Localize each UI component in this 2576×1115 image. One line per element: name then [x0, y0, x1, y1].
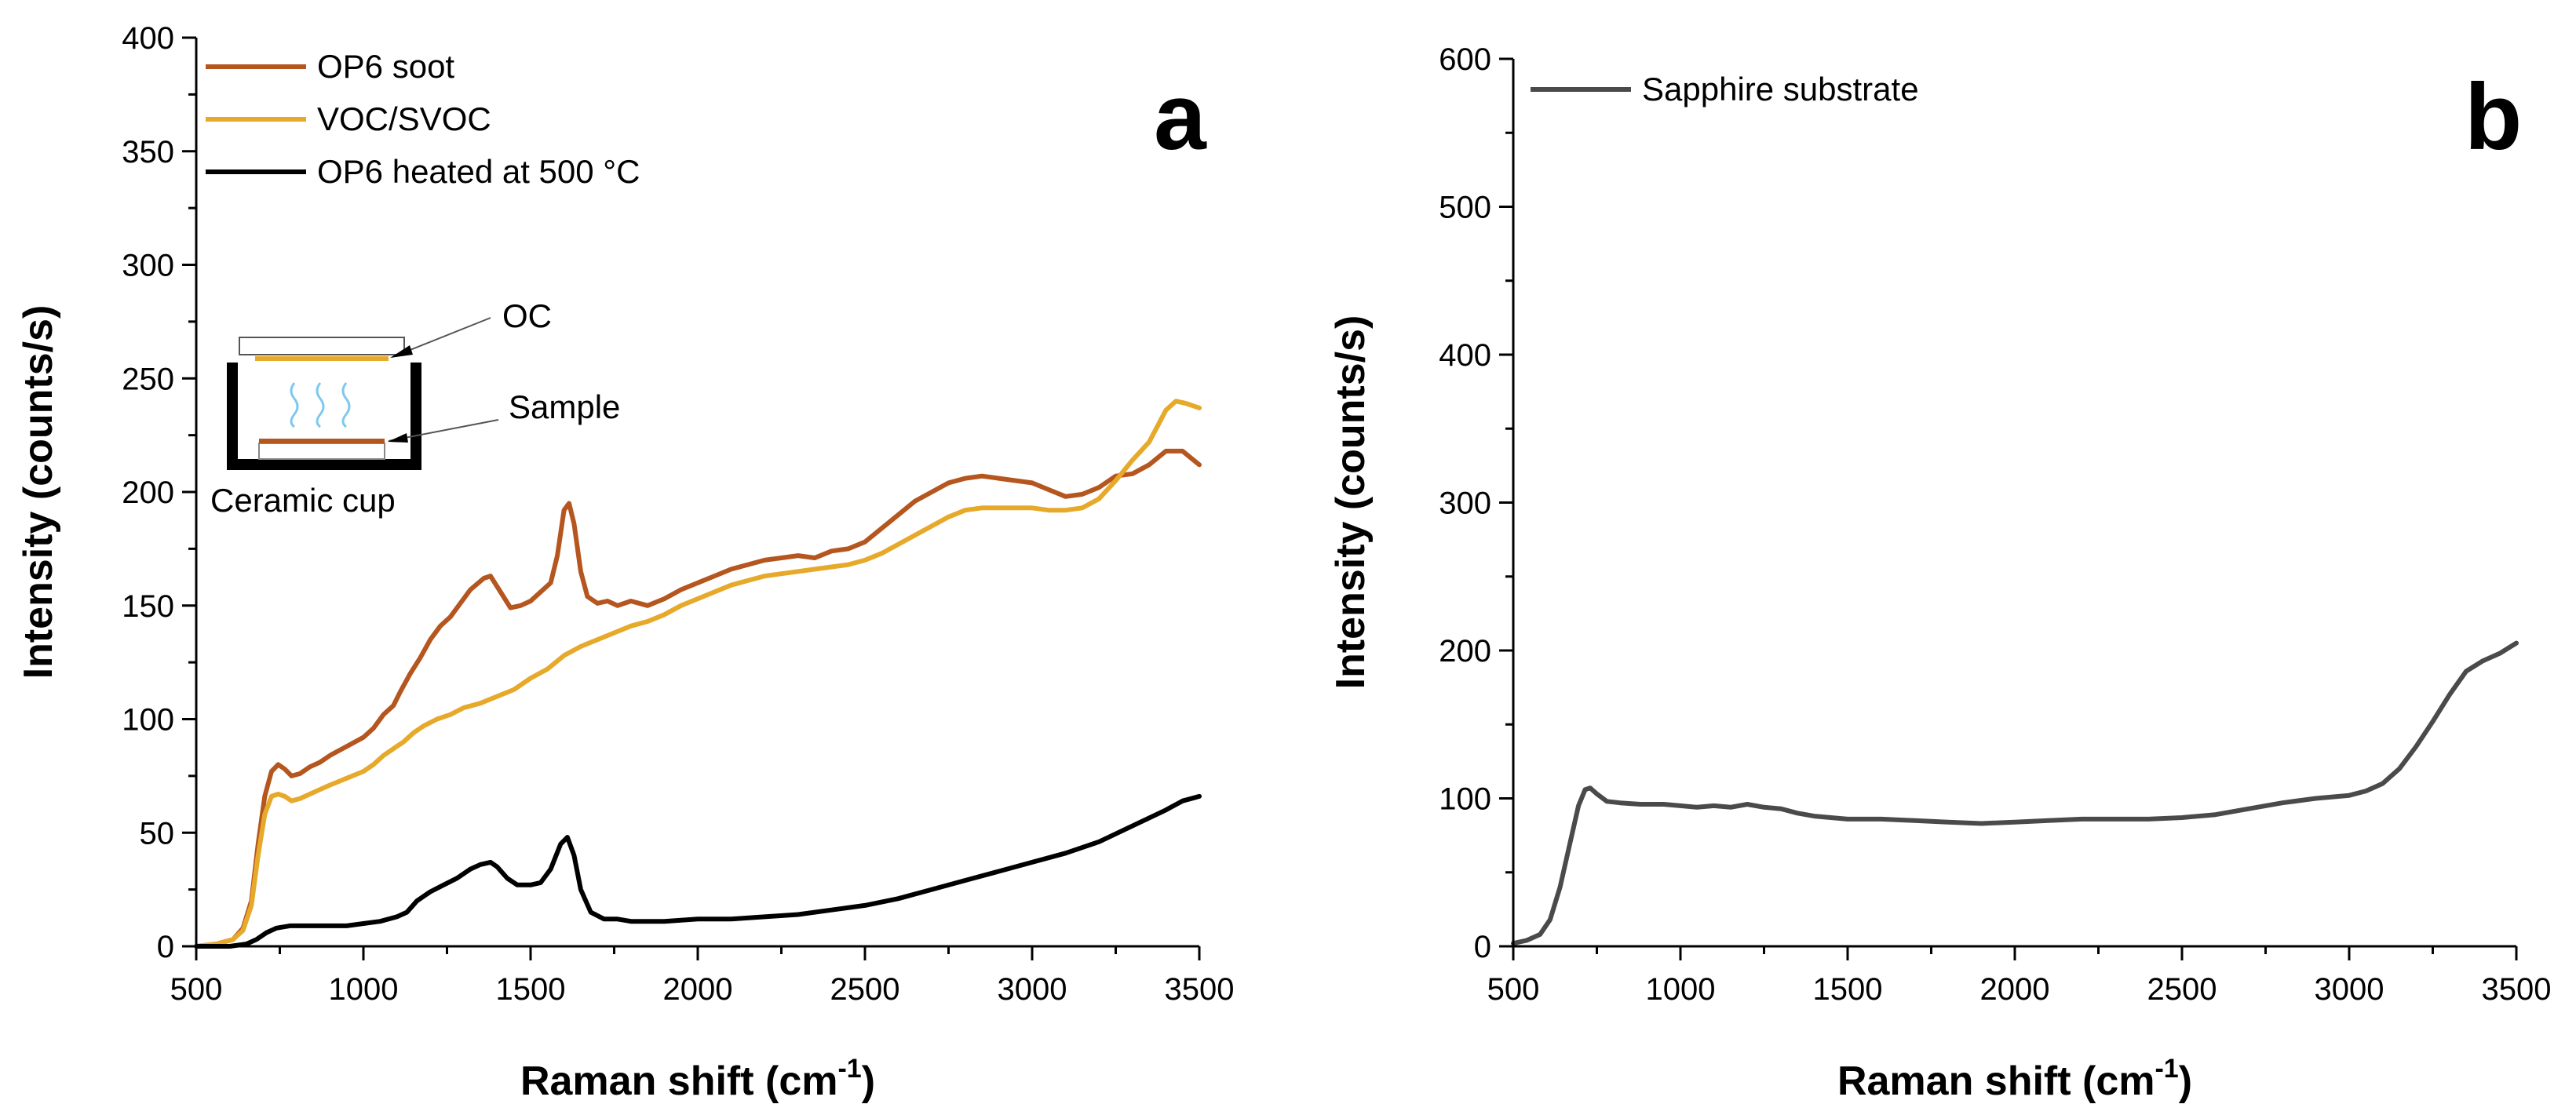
panel-a-axes: 500 1000 1500 2000 2500 3000 3500 0 50 100 150 200 2… [122, 21, 1234, 1007]
inset-sample-holder [258, 443, 385, 460]
panel-a-chart: 500 1000 1500 2000 2500 3000 3500 0 50 100 150 200 2… [16, 21, 1234, 1104]
panel-a-y-tick-label: 300 [122, 249, 174, 283]
sample-pointer-arrow-icon [388, 433, 408, 443]
panel-b-y-axis-title: Intensity (counts/s) [1328, 315, 1374, 690]
panel-a-x-tick-label: 1500 [496, 972, 566, 1007]
panel-a-y-tick-label: 0 [157, 930, 174, 964]
legend-label-voc-svoc: VOC/SVOC [317, 100, 491, 137]
panel-a-x-tick-label: 3500 [1165, 972, 1235, 1007]
ceramic-cup-inset: OC Sample Ceramic cup [210, 297, 620, 519]
panel-a-y-tick-label: 50 [140, 816, 175, 851]
panel-b-y-tick-label: 500 [1439, 191, 1491, 225]
panel-b-x-tick-label: 2500 [2147, 972, 2217, 1007]
panel-a-x-axis-title: Raman shift (cm-1) [520, 1054, 875, 1104]
panel-a-x-tick-label: 3000 [998, 972, 1067, 1007]
panel-a-x-tick-label: 2000 [663, 972, 733, 1007]
panel-a-x-tick-label: 2500 [830, 972, 900, 1007]
panel-a-y-tick-label: 350 [122, 135, 174, 169]
panel-b-y-tick-label: 100 [1439, 782, 1491, 817]
panel-a-y-tick-label: 150 [122, 589, 174, 624]
panel-a-x-title-main: Raman shift (cm [520, 1059, 838, 1104]
panel-b-x-axis-title: Raman shift (cm-1) [1837, 1054, 2192, 1104]
panel-b-x-title-sup: -1 [2155, 1054, 2178, 1084]
oc-pointer-arrow-icon [390, 345, 413, 358]
panel-b-x-tick-label: 1000 [1646, 972, 1716, 1007]
legend-label-sapphire: Sapphire substrate [1642, 71, 1919, 107]
panel-a-x-title-end: ) [862, 1059, 875, 1104]
panel-b-x-title-main: Raman shift (cm [1837, 1059, 2155, 1104]
inset-sample-label: Sample [509, 388, 620, 425]
panel-a-series-line-1 [194, 399, 1202, 949]
panel-a-series-line-2 [194, 793, 1202, 949]
panel-b-x-title-end: ) [2179, 1059, 2192, 1104]
panel-a-y-tick-label: 200 [122, 476, 174, 510]
panel-b-x-tick-label: 3500 [2482, 972, 2552, 1007]
panel-b-plot-area [1513, 59, 2516, 946]
panel-a-series-line-0 [194, 448, 1202, 949]
vapor-wavy-lines [290, 382, 351, 428]
panel-b-y-tick-label: 0 [1474, 930, 1491, 964]
panel-b-letter: b [2465, 64, 2522, 169]
panel-a-y-tick-label: 100 [122, 703, 174, 738]
inset-lid [239, 337, 405, 355]
panel-b-y-tick-label: 600 [1439, 42, 1491, 77]
panel-a-legend: OP6 soot VOC/SVOC OP6 heated at 500 °C [206, 48, 640, 190]
panel-a-y-axis-title: Intensity (counts/s) [16, 305, 61, 680]
panel-b-legend: Sapphire substrate [1531, 71, 1919, 107]
panel-a-y-tick-label: 250 [122, 362, 174, 396]
panel-b-x-tick-label: 1500 [1813, 972, 1883, 1007]
panel-b-axes: 500 1000 1500 2000 2500 3000 3500 0 100 200 300 400… [1439, 42, 2551, 1007]
panel-b-x-tick-label: 2000 [1980, 972, 2050, 1007]
inset-cup-walls [227, 363, 421, 470]
panel-a-x-title-sup: -1 [837, 1054, 861, 1084]
inset-oc-label: OC [502, 297, 552, 334]
panel-a-x-tick-label: 1000 [329, 972, 399, 1007]
panel-b-y-tick-label: 200 [1439, 634, 1491, 669]
legend-label-op6-heated: OP6 heated at 500 °C [317, 153, 640, 190]
legend-label-op6-soot: OP6 soot [317, 48, 454, 85]
panel-b-chart: 500 1000 1500 2000 2500 3000 3500 0 100 200 300 400… [1328, 42, 2551, 1104]
panel-a-letter: a [1154, 64, 1207, 169]
inset-cup-label: Ceramic cup [210, 482, 396, 519]
panel-b-y-tick-label: 400 [1439, 338, 1491, 373]
panel-b-y-tick-label: 300 [1439, 486, 1491, 521]
panel-a-x-tick-label: 500 [170, 972, 223, 1007]
panel-b-series-lines [1511, 640, 2519, 946]
panel-a-y-tick-label: 400 [122, 21, 174, 56]
panel-b-x-tick-label: 3000 [2315, 972, 2384, 1007]
panel-b-series-line-0 [1511, 640, 2519, 946]
panel-a-series-lines [194, 399, 1202, 949]
panel-b-x-tick-label: 500 [1487, 972, 1540, 1007]
panel-a-plot-area [196, 38, 1199, 946]
